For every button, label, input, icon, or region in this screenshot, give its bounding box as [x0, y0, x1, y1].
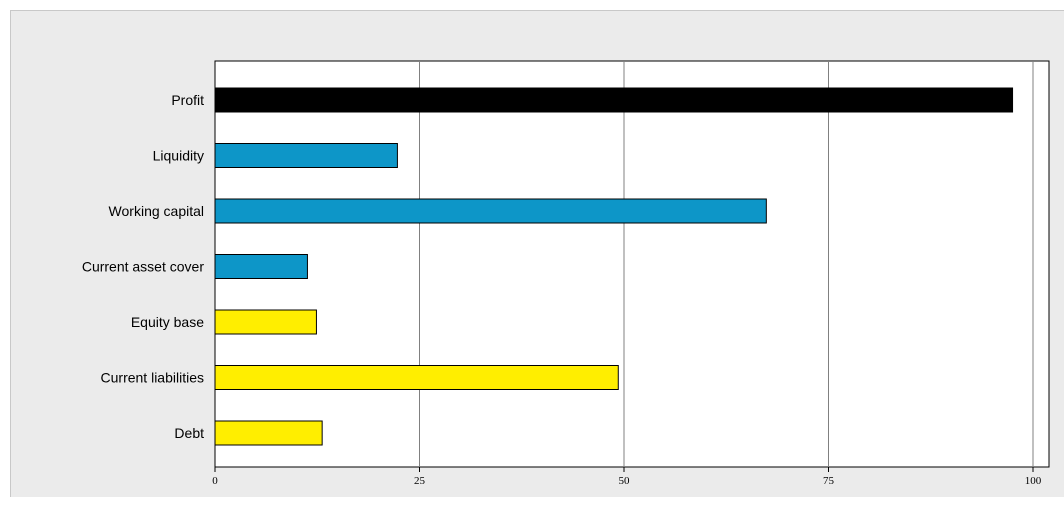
bar-current-liabilities — [214, 365, 619, 390]
category-label: Current asset cover — [82, 259, 204, 275]
x-tick-label: 50 — [619, 475, 631, 487]
bar-working-capital — [214, 198, 767, 224]
category-label: Liquidity — [153, 148, 204, 164]
bar-current-asset-cover — [214, 254, 308, 279]
category-label: Profit — [171, 92, 204, 108]
gridlines — [214, 61, 1034, 472]
bar-debt — [214, 420, 323, 446]
x-tick-labels: 0 25 50 75 100 — [212, 475, 1042, 487]
category-labels: Profit Liquidity Working capital Current as… — [82, 92, 204, 441]
bar-liquidity — [214, 143, 398, 168]
bar-equity-base — [214, 309, 317, 335]
category-label: Debt — [174, 425, 204, 441]
category-label: Working capital — [109, 203, 204, 219]
plot-area — [214, 60, 1050, 468]
category-label: Current liabilities — [101, 370, 204, 386]
bars — [214, 87, 1014, 446]
x-tick-label: 25 — [414, 475, 426, 487]
x-tick-label: 100 — [1025, 475, 1042, 487]
x-tick-label: 0 — [212, 475, 218, 487]
x-tick-label: 75 — [823, 475, 835, 487]
bar-profit — [214, 87, 1014, 113]
category-label: Equity base — [131, 314, 204, 330]
